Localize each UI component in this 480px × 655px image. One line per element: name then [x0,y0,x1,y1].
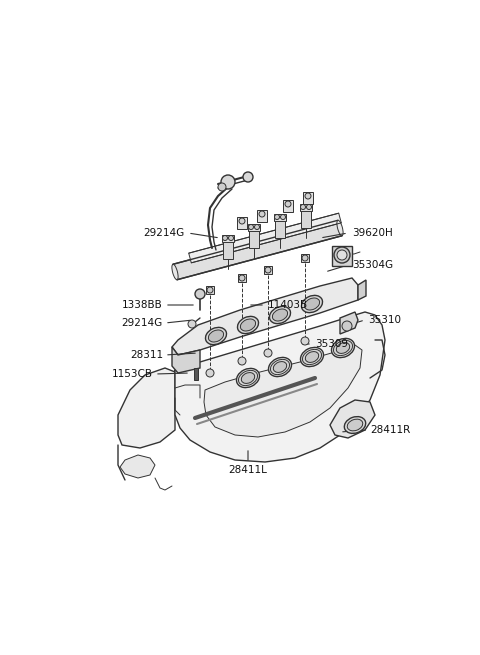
Ellipse shape [238,316,259,333]
Polygon shape [283,200,293,212]
Polygon shape [238,274,246,282]
Text: 11403B: 11403B [268,300,308,310]
Text: 29214G: 29214G [122,318,163,328]
Circle shape [300,204,305,210]
Circle shape [302,255,308,261]
Polygon shape [223,241,233,259]
Polygon shape [173,220,342,280]
Polygon shape [264,266,272,274]
Polygon shape [332,246,352,266]
Ellipse shape [302,349,322,365]
Ellipse shape [272,309,288,321]
Ellipse shape [268,358,291,377]
Ellipse shape [237,368,260,388]
Text: 39620H: 39620H [352,228,393,238]
Ellipse shape [240,319,256,331]
Ellipse shape [301,295,323,312]
Ellipse shape [241,373,255,383]
Ellipse shape [344,417,366,434]
Polygon shape [204,345,362,437]
Ellipse shape [334,341,352,356]
Circle shape [275,214,279,219]
Text: 1338BB: 1338BB [122,300,163,310]
Polygon shape [189,213,341,263]
Polygon shape [118,368,175,448]
Ellipse shape [269,307,290,324]
Circle shape [337,250,347,260]
Ellipse shape [270,360,289,375]
Text: 29214G: 29214G [144,228,185,238]
Circle shape [218,183,226,191]
Polygon shape [249,230,259,248]
Polygon shape [301,210,311,228]
Polygon shape [172,347,200,373]
Ellipse shape [304,298,320,310]
Polygon shape [175,312,385,462]
Circle shape [307,204,312,210]
Polygon shape [275,220,285,238]
Circle shape [342,321,352,331]
Ellipse shape [332,339,355,358]
Circle shape [223,236,228,240]
Text: 28411R: 28411R [370,425,410,435]
Circle shape [243,172,253,182]
Text: 28411L: 28411L [228,465,267,475]
Ellipse shape [205,328,227,345]
Circle shape [249,225,253,229]
Polygon shape [274,214,286,221]
Polygon shape [301,254,309,262]
Polygon shape [300,204,312,211]
Circle shape [188,320,196,328]
Text: 28311: 28311 [130,350,163,360]
Circle shape [305,193,311,199]
Circle shape [195,289,205,299]
Circle shape [334,247,350,263]
Circle shape [239,275,245,281]
Polygon shape [248,224,260,231]
Circle shape [265,267,271,273]
Circle shape [221,175,235,189]
Ellipse shape [208,330,224,342]
Ellipse shape [300,347,324,367]
Circle shape [254,225,260,229]
Ellipse shape [305,352,319,362]
Circle shape [264,349,272,357]
Polygon shape [194,368,198,380]
Polygon shape [206,286,214,294]
Text: 35309: 35309 [315,339,348,349]
Polygon shape [237,217,247,229]
Circle shape [207,287,213,293]
Ellipse shape [337,220,343,236]
Circle shape [206,369,214,377]
Ellipse shape [172,264,178,280]
Ellipse shape [239,370,258,386]
Circle shape [238,357,246,365]
Polygon shape [175,326,358,388]
Circle shape [239,218,245,224]
Polygon shape [330,400,375,438]
Circle shape [301,337,309,345]
Polygon shape [120,455,155,478]
Circle shape [280,214,286,219]
Circle shape [285,201,291,207]
Polygon shape [358,280,366,300]
Ellipse shape [347,419,363,431]
Text: 35310: 35310 [368,315,401,325]
Text: 1153CB: 1153CB [112,369,153,379]
Polygon shape [257,210,267,222]
Polygon shape [340,312,358,334]
Text: 35304G: 35304G [352,260,393,270]
Polygon shape [222,235,234,242]
Ellipse shape [336,343,350,354]
Circle shape [228,236,233,240]
Ellipse shape [273,362,287,373]
Polygon shape [172,278,358,355]
Polygon shape [303,192,313,204]
Circle shape [259,211,265,217]
